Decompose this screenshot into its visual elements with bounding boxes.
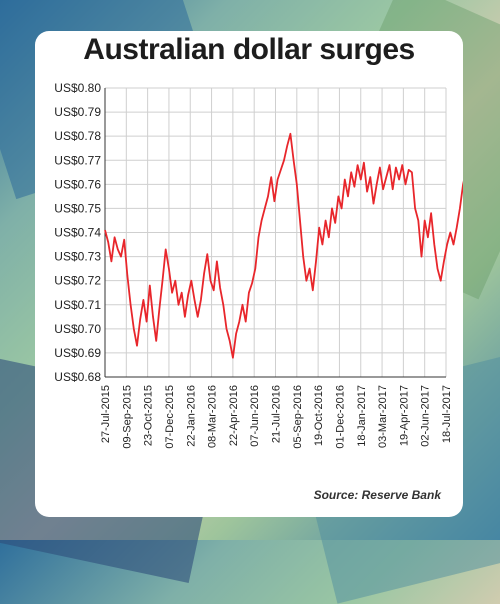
y-tick-label: US$0.68 xyxy=(54,370,101,384)
x-tick-label: 21-Jul-2016 xyxy=(271,385,283,443)
y-tick-label: US$0.77 xyxy=(54,153,101,167)
series-line xyxy=(104,132,463,359)
x-tick-label: 18-Jan-2017 xyxy=(356,385,368,447)
y-tick-label: US$0.73 xyxy=(54,250,101,264)
chart-title: Australian dollar surges xyxy=(83,33,415,66)
x-tick-label: 05-Sep-2016 xyxy=(292,385,304,449)
x-tick-label: 08-Mar-2016 xyxy=(207,385,219,448)
y-tick-label: US$0.76 xyxy=(54,177,101,191)
y-tick-label: US$0.74 xyxy=(54,226,101,240)
y-tick-label: US$0.70 xyxy=(54,322,101,336)
x-tick-label: 19-Apr-2017 xyxy=(398,385,410,446)
y-tick-label: US$0.72 xyxy=(54,274,101,288)
y-tick-label: US$0.79 xyxy=(54,105,101,119)
y-tick-label: US$0.75 xyxy=(54,201,101,215)
x-tick-label: 07-Dec-2015 xyxy=(164,385,176,449)
x-tick-label: 22-Jan-2016 xyxy=(185,385,197,447)
y-tick-label: US$0.71 xyxy=(54,298,101,312)
line-chart: US$0.80 US$0.79 US$0.78 US$0.77 US$0.76 US$0.… xyxy=(54,81,463,449)
x-tick-label: 09-Sep-2015 xyxy=(121,385,133,449)
chart-card: Australian dollar surges US$0.80 US$0.79 U… xyxy=(35,31,463,517)
x-tick-label: 07-Jun-2016 xyxy=(249,385,261,447)
x-tick-label: 18-Jul-2017 xyxy=(441,385,453,443)
y-tick-label: US$0.69 xyxy=(54,346,101,360)
y-tick-label: US$0.80 xyxy=(54,81,101,95)
x-tick-label: 19-Oct-2016 xyxy=(313,385,325,446)
x-tick-label: 03-Mar-2017 xyxy=(377,385,389,448)
x-tick-label: 22-Apr-2016 xyxy=(228,385,240,446)
line-layer xyxy=(104,132,463,359)
source-note: Source: Reserve Bank xyxy=(313,488,441,502)
y-tick-label: US$0.78 xyxy=(54,129,101,143)
x-tick-label: 27-Jul-2015 xyxy=(100,385,112,443)
x-tick-label: 02-Jun-2017 xyxy=(420,385,432,447)
x-tick-label: 01-Dec-2016 xyxy=(334,385,346,449)
x-tick-label: 23-Oct-2015 xyxy=(143,385,155,446)
